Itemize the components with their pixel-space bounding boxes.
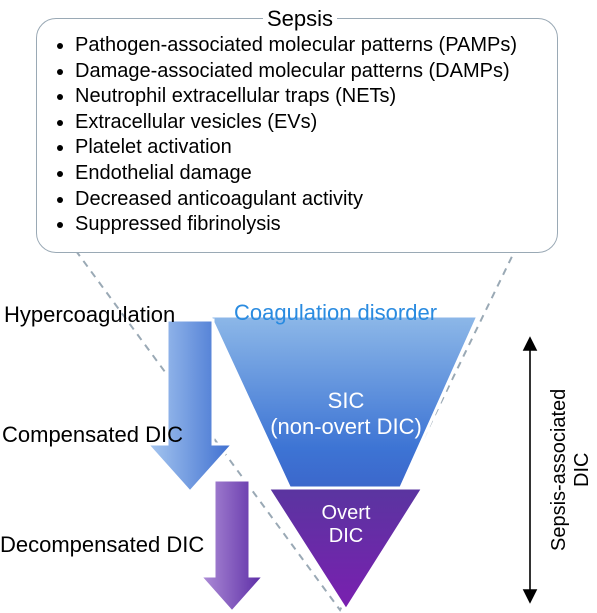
label-overt-line1: Overt bbox=[300, 502, 392, 525]
label-sepsis-associated-dic: Sepsis-associated DIC bbox=[548, 370, 594, 570]
list-item: Extracellular vesicles (EVs) bbox=[75, 110, 537, 136]
label-overt-dic: Overt DIC bbox=[300, 502, 392, 548]
diagram-root: Pathogen-associated molecular patterns (… bbox=[0, 0, 597, 613]
label-sic-line2: (non-overt DIC) bbox=[266, 414, 426, 440]
right-range-bar bbox=[524, 338, 536, 602]
list-item: Neutrophil extracellular traps (NETs) bbox=[75, 84, 537, 110]
label-hypercoagulation: Hypercoagulation bbox=[4, 302, 175, 328]
label-sic-line1: SIC bbox=[266, 388, 426, 414]
label-decompensated-dic: Decompensated DIC bbox=[0, 532, 204, 558]
list-item: Endothelial damage bbox=[75, 161, 537, 187]
sepsis-factors-list: Pathogen-associated molecular patterns (… bbox=[57, 33, 537, 238]
list-item: Pathogen-associated molecular patterns (… bbox=[75, 33, 537, 59]
label-sic: SIC (non-overt DIC) bbox=[266, 388, 426, 440]
list-item: Platelet activation bbox=[75, 135, 537, 161]
sepsis-title: Sepsis bbox=[263, 6, 337, 32]
list-item: Damage-associated molecular patterns (DA… bbox=[75, 59, 537, 85]
arrow-hyper-to-comp bbox=[147, 320, 233, 492]
list-item: Suppressed fibrinolysis bbox=[75, 212, 537, 238]
label-compensated-dic: Compensated DIC bbox=[2, 422, 183, 448]
label-coagulation-disorder: Coagulation disorder bbox=[234, 300, 437, 326]
list-item: Decreased anticoagulant activity bbox=[75, 187, 537, 213]
label-overt-line2: DIC bbox=[300, 525, 392, 548]
arrow-comp-to-decomp bbox=[200, 480, 264, 612]
sepsis-factors-box: Pathogen-associated molecular patterns (… bbox=[36, 18, 558, 253]
